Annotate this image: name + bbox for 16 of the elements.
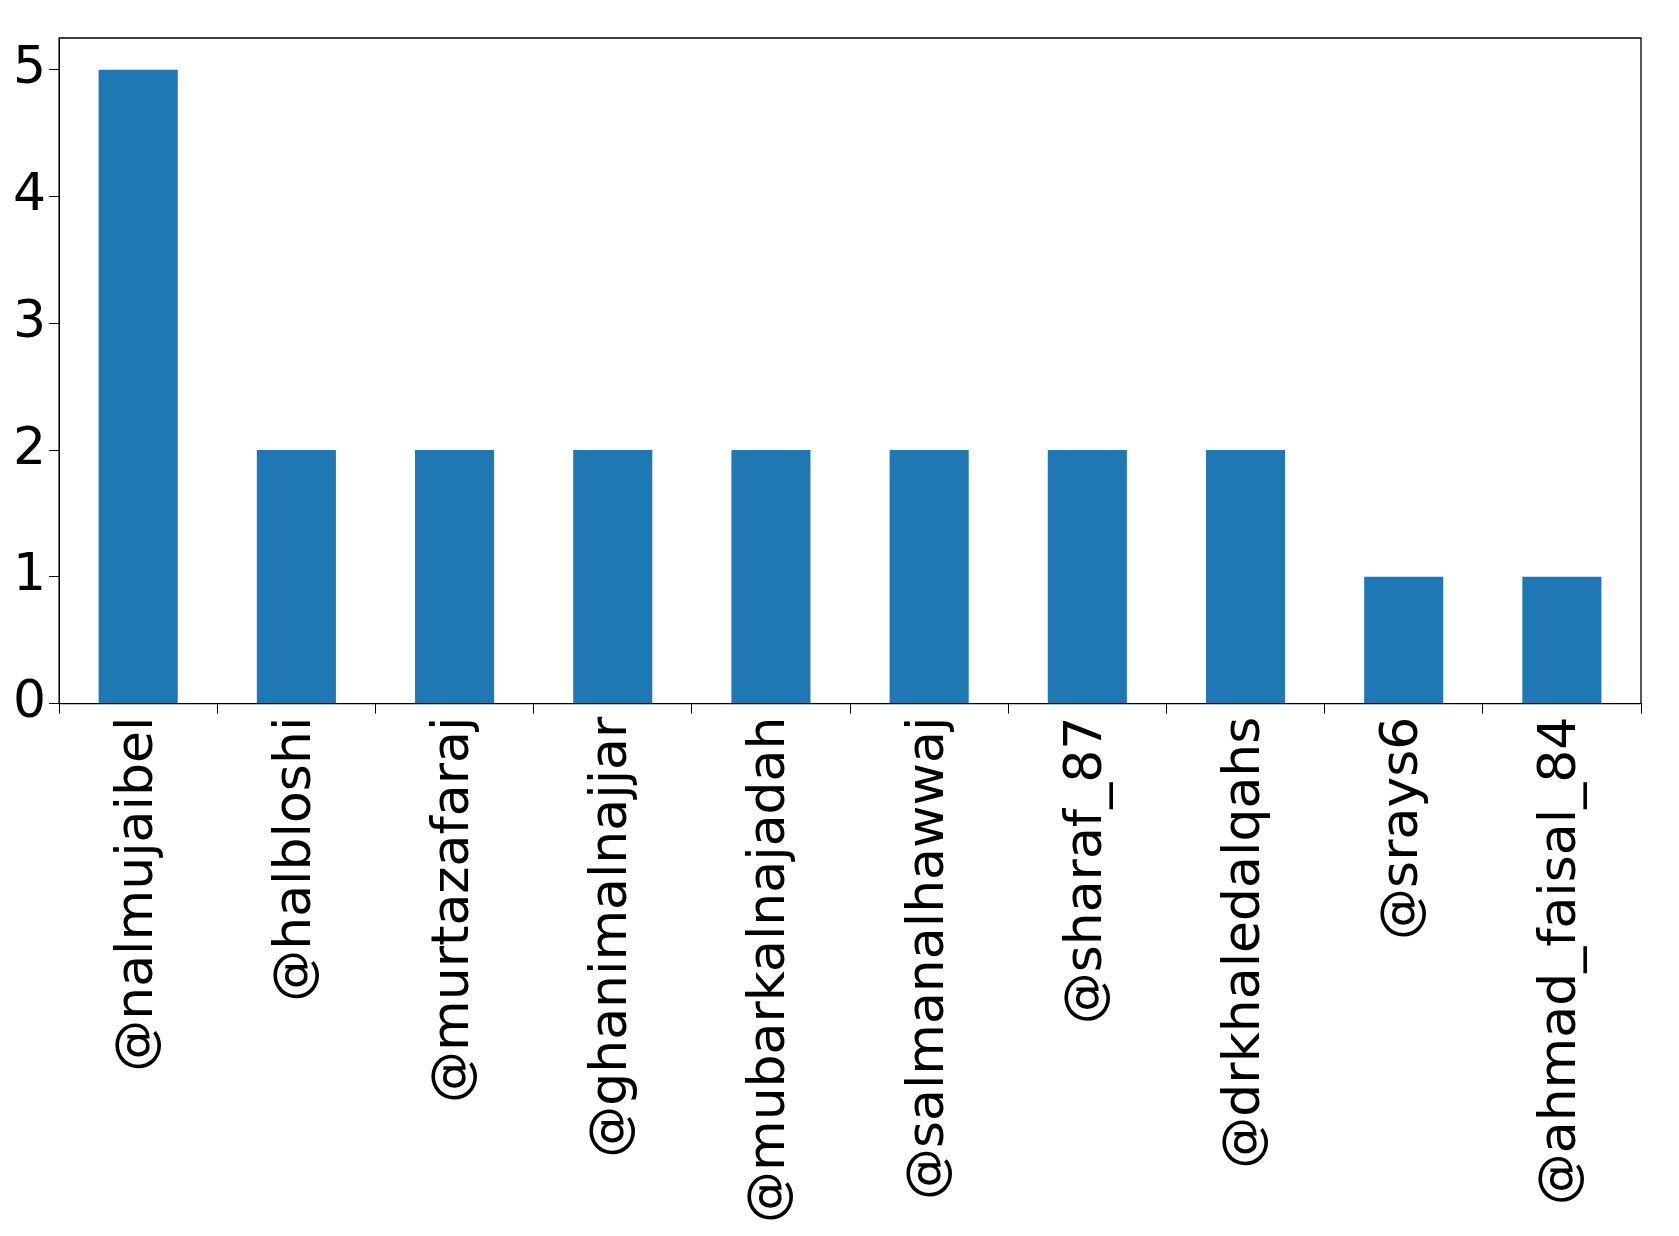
x-tick-label: @nalmujaibel xyxy=(103,716,164,1072)
y-tick-label: 0 xyxy=(12,669,47,730)
x-tick-label: @murtazafaraj xyxy=(420,716,481,1103)
y-tick-label: 2 xyxy=(12,415,47,476)
x-tick-label: @sharaf_87 xyxy=(1052,716,1113,1025)
x-tick-label: @mubarkalnajadah xyxy=(736,716,797,1223)
x-tick-label: @halbloshi xyxy=(261,716,322,1002)
x-tick-label: @srays6 xyxy=(1369,716,1430,940)
x-tick-label: @ghanimalnajjar xyxy=(578,716,639,1158)
y-tick-label: 1 xyxy=(12,542,47,603)
y-tick-label: 4 xyxy=(12,162,47,223)
y-tick-label: 5 xyxy=(12,35,47,96)
y-tick-label: 3 xyxy=(12,288,47,349)
x-tick-label: @drkhaledalqahs xyxy=(1211,716,1272,1169)
x-tick-label: @salmanalhawwaj xyxy=(894,716,955,1201)
x-tick-label: @ahmad_faisal_84 xyxy=(1527,716,1588,1206)
